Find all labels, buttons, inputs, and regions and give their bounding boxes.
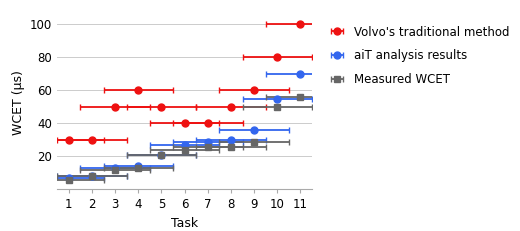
Legend: Volvo's traditional method, aiT analysis results, Measured WCET: Volvo's traditional method, aiT analysis… [323,22,513,89]
X-axis label: Task: Task [171,217,198,230]
Y-axis label: WCET (μs): WCET (μs) [11,70,24,135]
